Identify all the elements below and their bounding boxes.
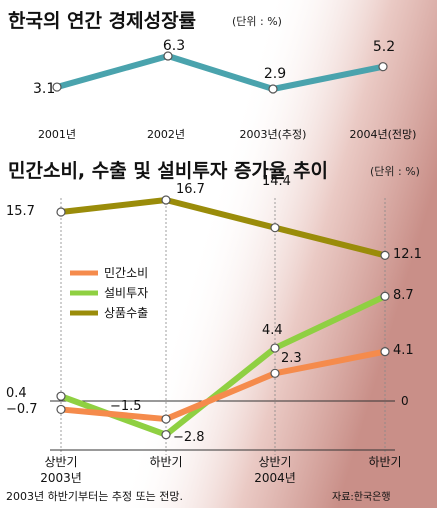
year-label: 2004년: [254, 471, 296, 485]
series-point-1: [56, 391, 66, 401]
series-point-0: [270, 223, 280, 233]
growth-value-label: 3.1: [33, 81, 55, 97]
footer-note: 2003년 하반기부터는 추정 또는 전망.: [6, 489, 183, 503]
series-point-0: [380, 250, 390, 260]
legend-label: 설비투자: [104, 286, 148, 300]
series-value-label-0: 14.4: [262, 174, 291, 189]
x-tick-label: 하반기: [368, 455, 401, 469]
series-point-0: [56, 207, 66, 217]
series-point-1: [380, 291, 390, 301]
series-value-label-1: 4.4: [262, 323, 283, 338]
x-tick-label: 하반기: [149, 455, 182, 469]
growth-value-label: 6.3: [163, 38, 185, 54]
series-value-label-1: 8.7: [393, 288, 414, 303]
series-value-label-2: −1.5: [110, 399, 142, 414]
series-value-label-0: 15.7: [6, 204, 35, 219]
series-point-1: [161, 430, 171, 440]
legend-label: 상품수출: [104, 306, 148, 320]
growth-point: [378, 62, 388, 72]
chart1-unit: (단위 : %): [232, 15, 282, 28]
growth-point: [163, 51, 173, 61]
footer-source: 자료:한국은행: [332, 491, 391, 503]
growth-value-label: 5.2: [373, 39, 395, 55]
growth-x-tick-label: 2002년: [147, 128, 185, 141]
growth-value-label: 2.9: [264, 66, 286, 82]
series-value-label-2: 4.1: [393, 343, 414, 358]
series-value-label-1: −2.8: [173, 430, 205, 445]
growth-point: [268, 84, 278, 94]
growth-x-tick-label: 2004년(전망): [350, 128, 417, 141]
series-value-label-2: −0.7: [6, 402, 38, 417]
series-point-2: [161, 414, 171, 424]
chart2-unit: (단위 : %): [370, 165, 420, 178]
series-value-label-2: 2.3: [281, 351, 302, 366]
series-value-label-0: 12.1: [393, 247, 422, 262]
series-value-label-1: 0.4: [6, 386, 27, 401]
legend-label: 민간소비: [104, 266, 148, 280]
series-line-2: [60, 348, 386, 423]
growth-x-tick-label: 2003년(추정): [240, 128, 307, 141]
growth-x-tick-label: 2001년: [38, 128, 76, 141]
series-point-2: [380, 347, 390, 357]
growth-line: [56, 53, 384, 92]
series-value-label-0: 16.7: [176, 182, 205, 197]
chart2-title: 민간소비, 수출 및 설비투자 증가율 추이: [8, 160, 328, 182]
series-point-0: [161, 195, 171, 205]
zero-label: 0: [401, 394, 409, 408]
x-tick-label: 상반기: [258, 455, 291, 469]
series-point-2: [56, 404, 66, 415]
series-point-1: [270, 343, 280, 353]
year-label: 2003년: [40, 471, 82, 485]
chart1-plot: 3.1 6.3 2.9 5.2 2001년 2002년 2003년(추정) 2004년(전망): [33, 38, 416, 141]
series-point-2: [270, 368, 280, 378]
chart1-title: 한국의 연간 경제성장률: [8, 10, 196, 32]
series-line-0: [60, 197, 386, 259]
growth-point: [52, 82, 62, 92]
chart2-plot: 0 15.7 16.7 14.4 12.1 0.4 −2.8 4.4 8.7 −0.7 −1.5 2.…: [6, 174, 422, 485]
x-tick-label: 상반기: [44, 455, 77, 469]
